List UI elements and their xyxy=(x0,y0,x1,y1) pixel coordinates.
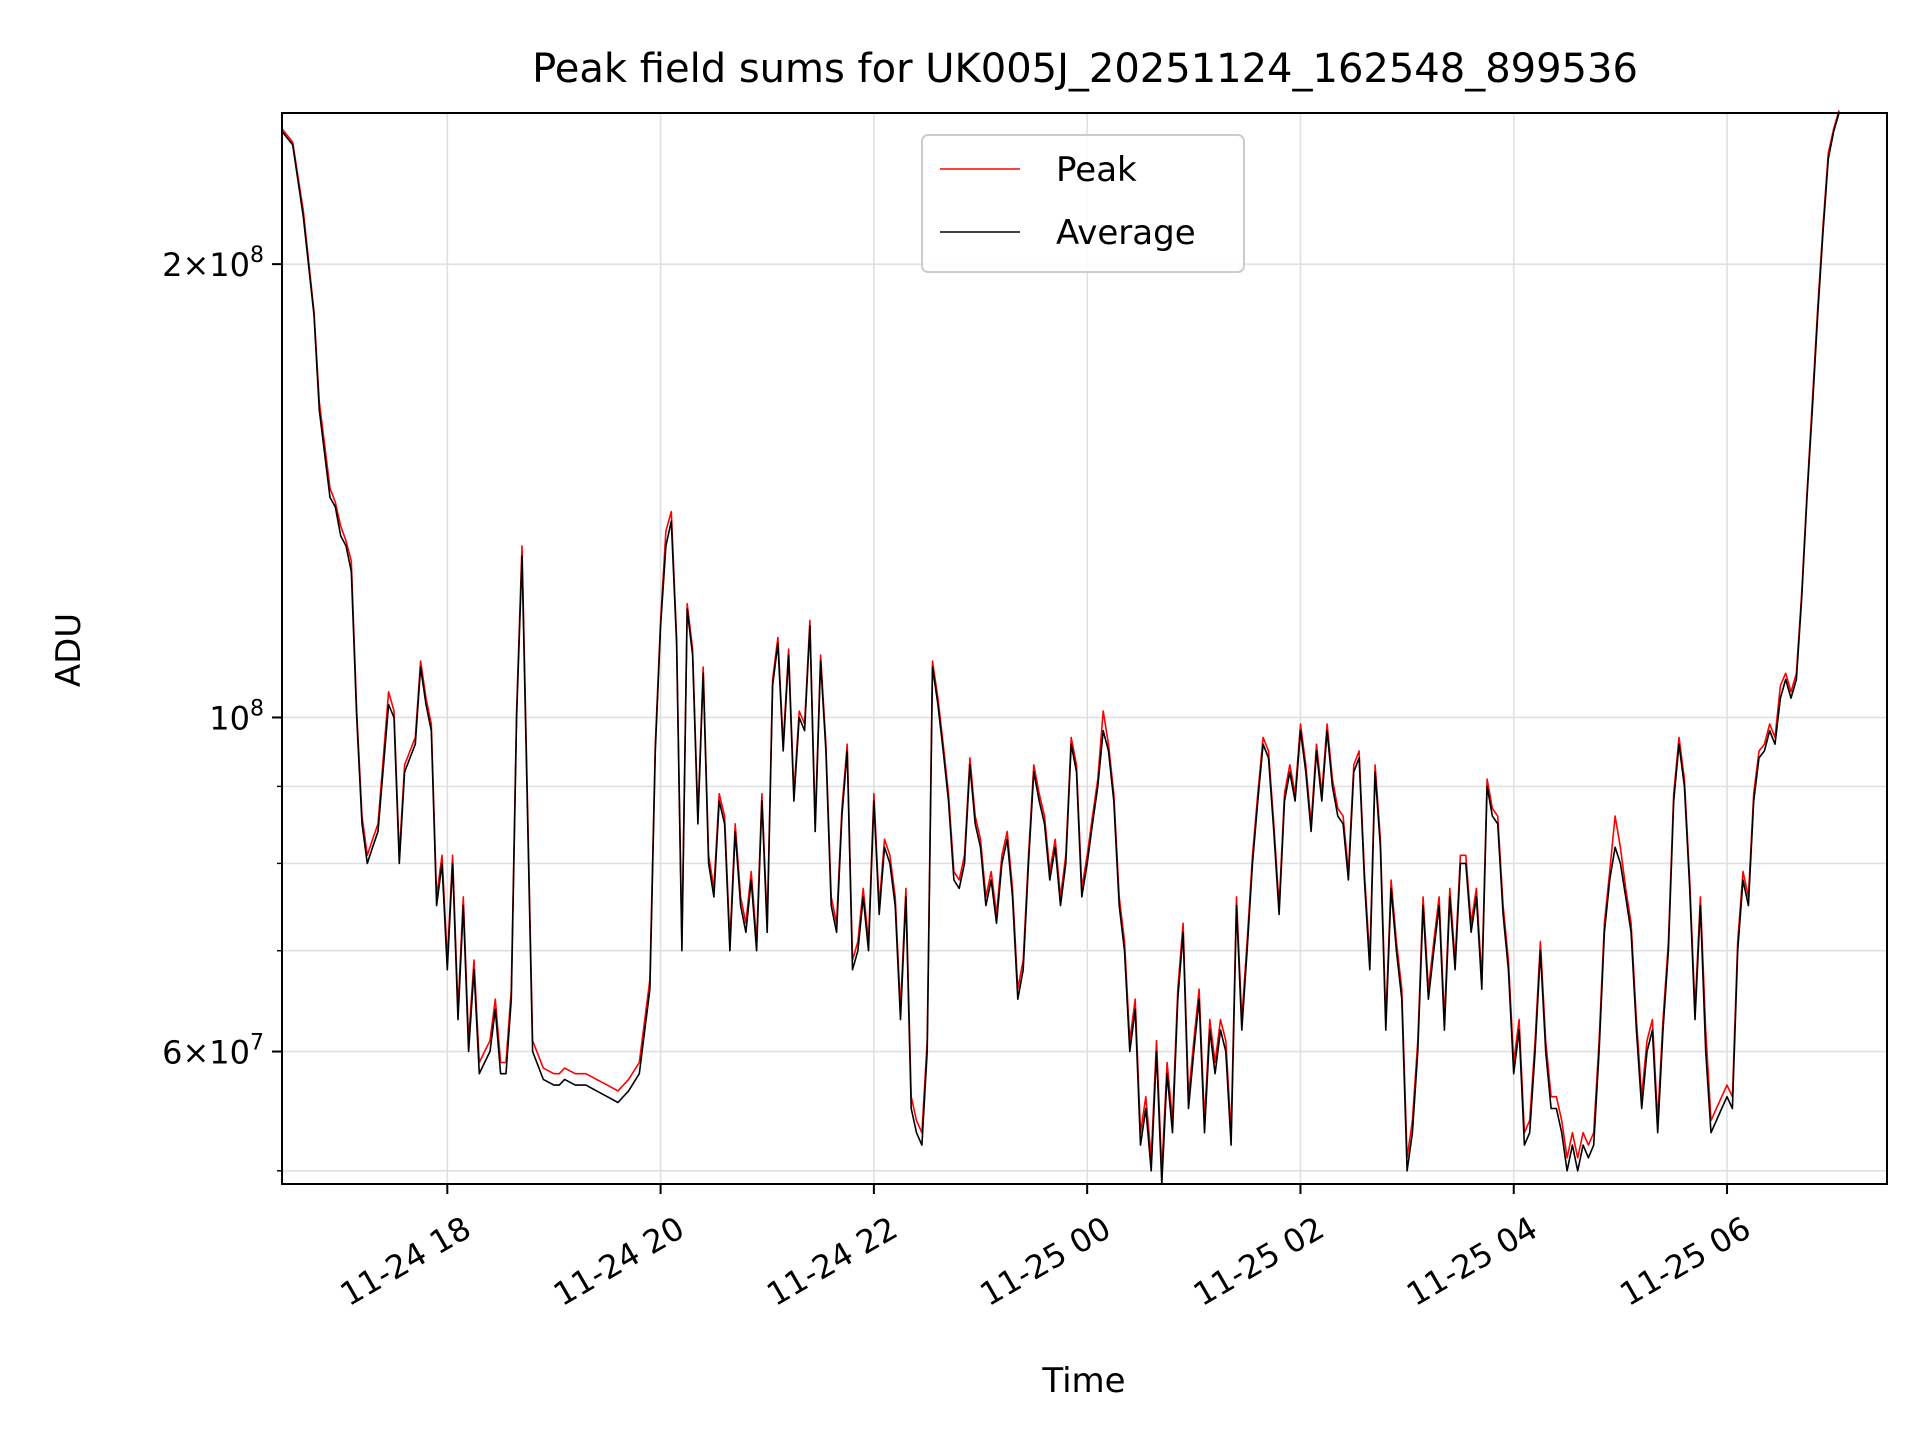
y-axis: 2×108 108 6×107 xyxy=(162,243,282,1172)
x-axis-label: Time xyxy=(1041,1361,1125,1401)
series-layer xyxy=(281,110,1840,1185)
legend-label-peak: Peak xyxy=(1056,150,1137,190)
series-line-average xyxy=(281,112,1840,1185)
plot-frame xyxy=(281,112,1888,1185)
grid xyxy=(282,113,1887,1184)
legend-label-average: Average xyxy=(1056,213,1196,253)
chart-title: Peak field sums for UK005J_20251124_1625… xyxy=(532,46,1638,92)
y-axis-label: ADU xyxy=(49,613,89,687)
y-tick-label: 6×107 xyxy=(162,1031,264,1072)
y-tick-label: 2×108 xyxy=(162,243,264,284)
legend: Peak Average xyxy=(921,134,1245,273)
y-tick-label: 108 xyxy=(209,696,264,737)
